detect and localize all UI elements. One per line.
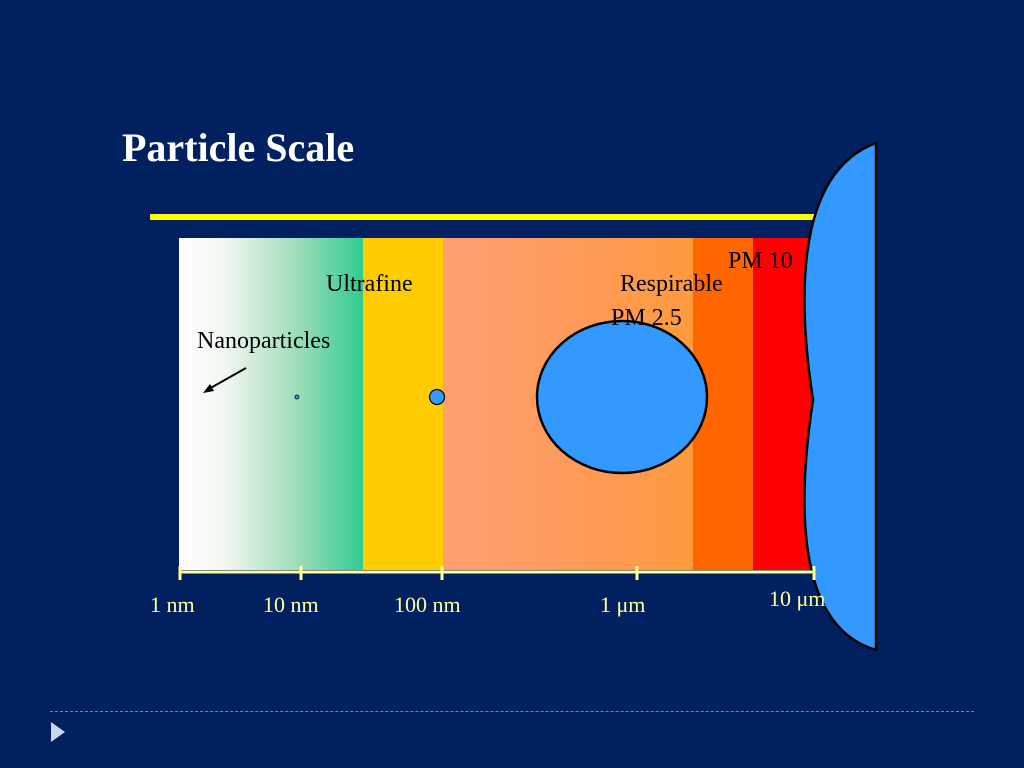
- nanoparticle-arrow: [206, 367, 247, 391]
- nanoparticle-arrowhead: [203, 384, 214, 393]
- nanoparticles-label: Nanoparticles: [197, 328, 331, 354]
- footer-divider: [50, 711, 974, 712]
- pm25-label: PM 2.5: [611, 305, 682, 331]
- slide-title: Particle Scale: [122, 125, 355, 170]
- nanoparticle-band: [179, 238, 363, 570]
- tick-label-1nm: 1 nm: [150, 592, 195, 617]
- tick-label-10nm: 10 nm: [263, 592, 319, 617]
- respirable-label: Respirable: [620, 271, 723, 297]
- pm10-label: PM 10: [728, 248, 793, 274]
- pm10-particle: [803, 141, 878, 652]
- title-underline: [150, 214, 818, 220]
- nanoparticle: [294, 394, 300, 400]
- tick-label-100nm: 100 nm: [394, 592, 461, 617]
- next-slide-arrow-icon[interactable]: [51, 722, 65, 742]
- pm25-particle: [535, 319, 709, 475]
- tick-label-1um: 1 μm: [600, 592, 646, 617]
- tick-label-10um: 10 μm: [769, 586, 826, 611]
- ultrafine-band: [363, 238, 443, 570]
- ultrafine-particle: [428, 388, 446, 406]
- ultrafine-label: Ultrafine: [326, 271, 413, 297]
